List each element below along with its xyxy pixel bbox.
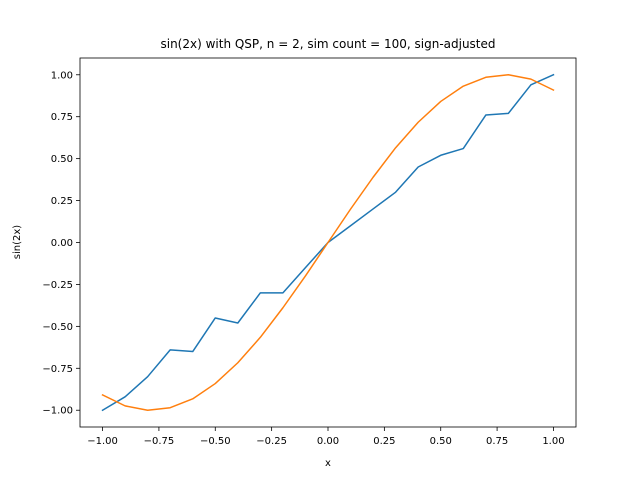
series-2-line	[101, 74, 555, 411]
x-tick-label: 0.00	[317, 436, 339, 447]
x-tick-label: −0.25	[256, 436, 287, 447]
x-tick-label: −0.75	[144, 436, 175, 447]
x-tick-label: 0.50	[430, 436, 452, 447]
series-layer	[101, 73, 555, 412]
y-tick-label: 1.00	[51, 70, 73, 81]
y-tick-label: 0.50	[51, 154, 73, 165]
y-tick-label: −0.50	[42, 322, 73, 333]
chart-title: sin(2x) with QSP, n = 2, sim count = 100…	[160, 37, 495, 51]
x-tick-label: −1.00	[87, 436, 118, 447]
x-tick-label: −0.50	[200, 436, 231, 447]
y-axis-label: sin(2x)	[12, 225, 23, 260]
y-tick-label: −1.00	[42, 406, 73, 417]
x-tick-label: 0.75	[486, 436, 508, 447]
ticks-layer: −1.00 −0.75 −0.50 −0.25 0.00 0.25 0.50 0.75 1.00…	[42, 70, 564, 447]
y-tick-label: −0.25	[42, 280, 73, 291]
y-tick-label: 0.25	[51, 196, 73, 207]
x-tick-label: 1.00	[542, 436, 564, 447]
x-axis-label: x	[325, 458, 331, 469]
x-tick-label: 0.25	[373, 436, 395, 447]
plot-frame	[79, 57, 577, 428]
y-tick-label: 0.75	[51, 112, 73, 123]
y-tick-label: 0.00	[51, 238, 73, 249]
y-tick-label: −0.75	[42, 364, 73, 375]
